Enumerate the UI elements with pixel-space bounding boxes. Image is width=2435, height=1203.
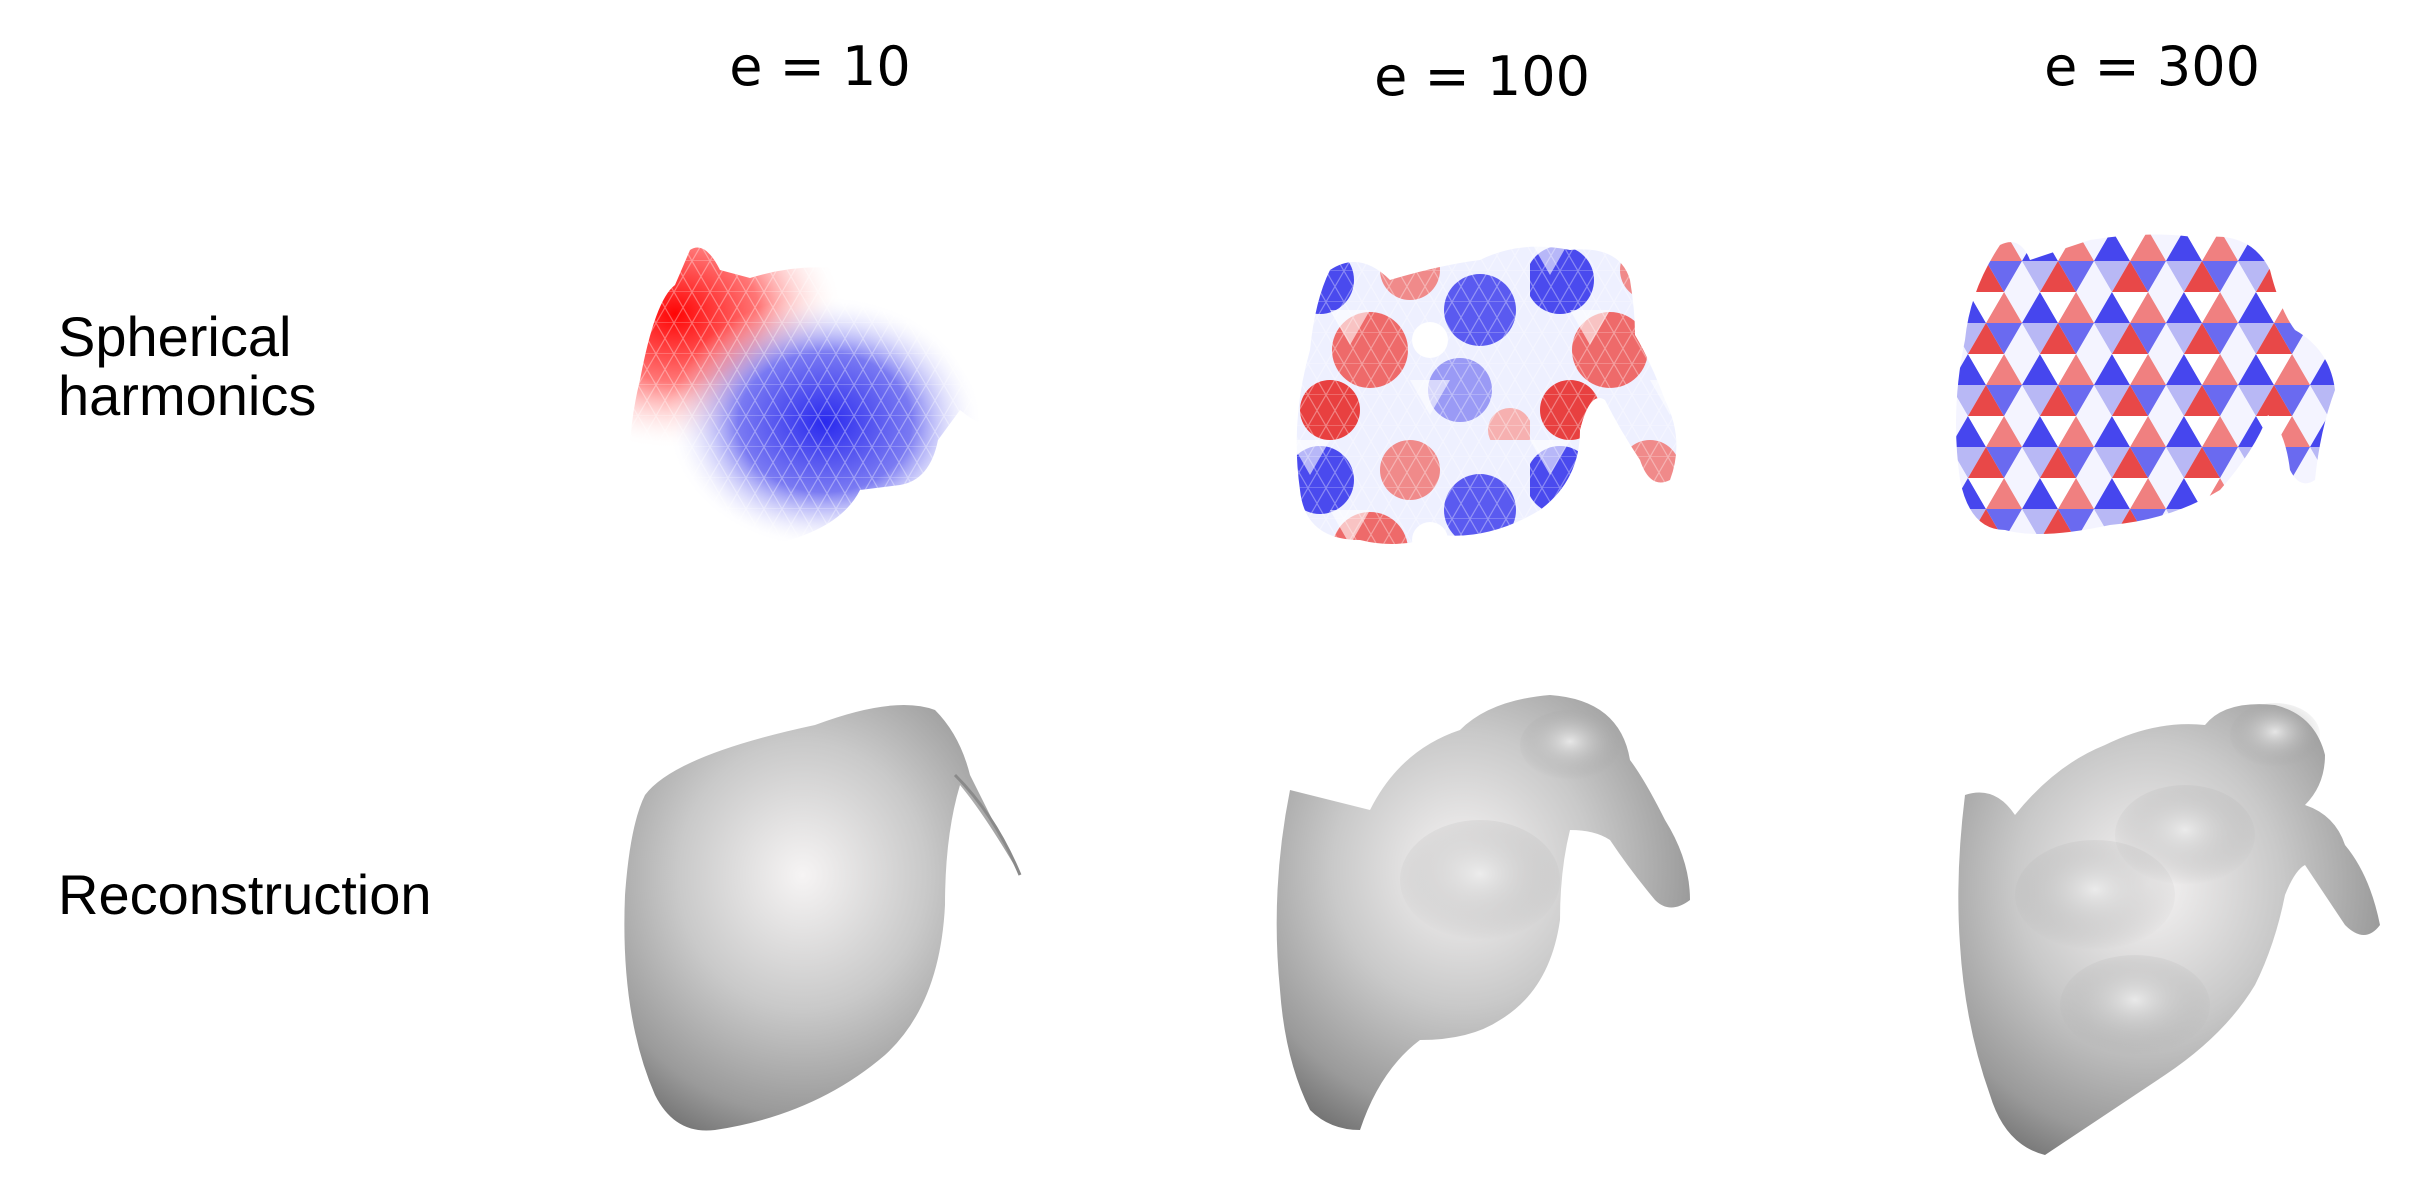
row-label-line1: Spherical — [58, 305, 292, 368]
harmonics-surface-e10 — [620, 230, 1010, 550]
harmonics-surface-e100 — [1290, 240, 1710, 560]
reconstruction-e10 — [615, 695, 1035, 1135]
row-label-reconstruction: Reconstruction — [58, 863, 432, 926]
surface-e300-shape — [1956, 234, 2335, 534]
harmonics-surface-e300 — [1950, 230, 2340, 550]
reconstruction-e300-shape — [1958, 703, 2380, 1155]
row-label-spherical-harmonics: Spherical harmonics — [58, 305, 317, 427]
reconstruction-e300 — [1955, 695, 2385, 1155]
surface-e100-shape — [1296, 246, 1677, 544]
reconstruction-e10-shape — [624, 705, 1022, 1131]
column-title-e100: e = 100 — [1374, 45, 1590, 108]
surface-e10-shape — [630, 247, 1005, 550]
column-title-e10: e = 10 — [729, 35, 911, 98]
row-label-line2: harmonics — [58, 363, 317, 427]
column-title-e300: e = 300 — [2044, 35, 2260, 98]
reconstruction-e100-shape — [1276, 695, 1690, 1130]
reconstruction-e100 — [1270, 690, 1700, 1140]
